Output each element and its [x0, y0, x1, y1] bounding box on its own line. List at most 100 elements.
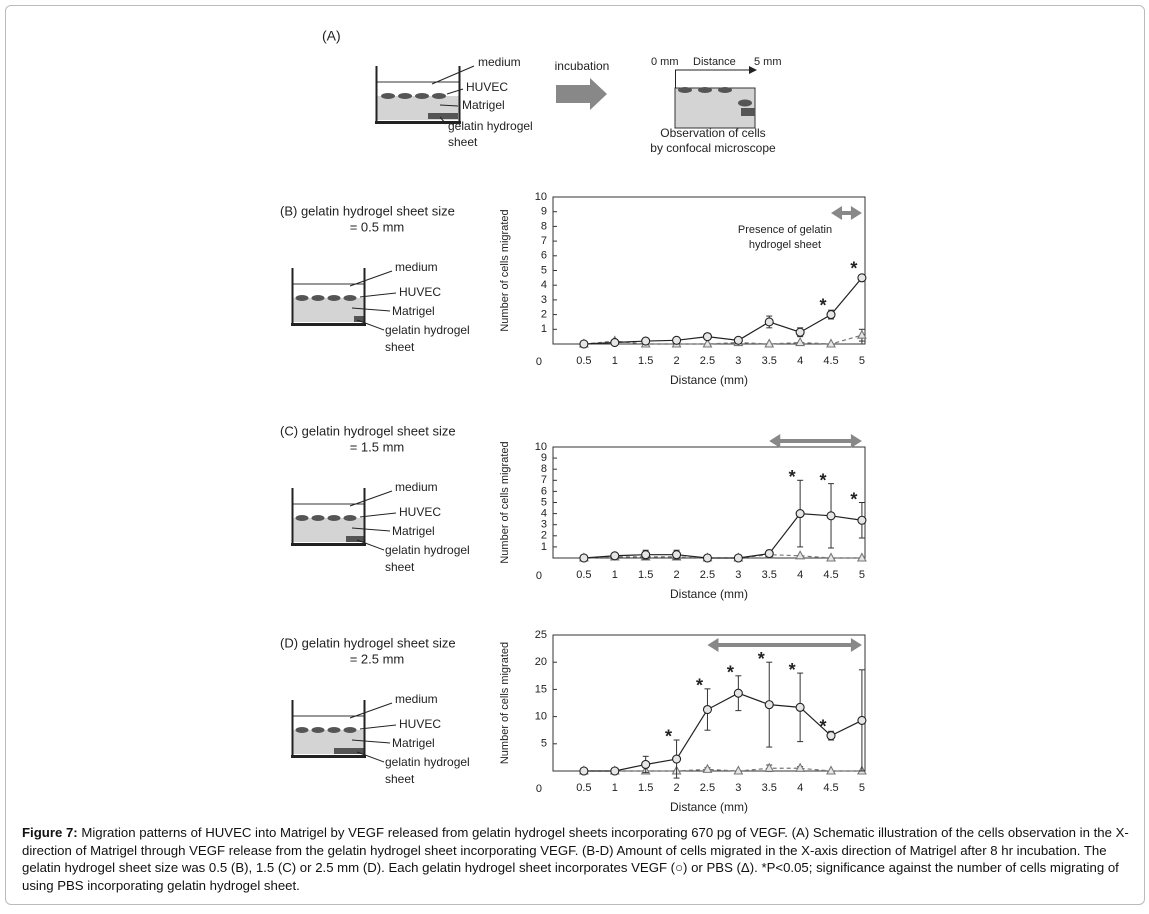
y-tick-label: 7: [541, 235, 547, 247]
y-tick-label: 6: [541, 250, 547, 262]
x-tick-label: 1.5: [638, 355, 653, 367]
marker: [826, 338, 836, 348]
marker: [856, 329, 867, 339]
x-tick-label: 4.5: [823, 355, 838, 367]
x-tick-label: 5: [859, 782, 865, 794]
marker: [672, 335, 682, 345]
figure-frame: [5, 5, 1145, 905]
marker: [826, 511, 836, 521]
caption-text: Migration patterns of HUVEC into Matrige…: [22, 825, 1129, 893]
x-tick-label: 2: [674, 355, 680, 367]
marker: [702, 763, 713, 773]
marker: [610, 766, 620, 776]
y-tick-label: 3: [541, 294, 547, 306]
marker: [764, 317, 774, 327]
arrow-head: [850, 206, 862, 220]
arrow-head: [707, 638, 719, 652]
leader-line: [356, 751, 385, 763]
y-tick-label: 25: [535, 629, 547, 641]
marker: [795, 762, 806, 772]
marker: [826, 310, 836, 320]
leader-line: [359, 724, 397, 730]
sheet-range-arrow: [769, 434, 862, 448]
schematic-label: Matrigel: [392, 736, 435, 750]
panel-title: (D) gelatin hydrogel sheet size: [280, 635, 456, 650]
arrow-head: [831, 206, 843, 220]
scale-label: 5 mm: [754, 56, 782, 68]
observation-box: [674, 66, 757, 129]
significance-star: *: [789, 467, 796, 487]
schematic-label: medium: [395, 260, 438, 274]
huvec: [327, 295, 341, 301]
marker: [702, 553, 713, 563]
x-tick-label: 1: [612, 569, 618, 581]
x-tick-label: 5: [859, 569, 865, 581]
schematic-label: medium: [395, 480, 438, 494]
gelatin-sheet: [354, 316, 364, 322]
x-tick-label: 1: [612, 782, 618, 794]
y-tick-label: 6: [541, 485, 547, 497]
schematic-label: medium: [478, 55, 521, 69]
schematic-label: Matrigel: [392, 524, 435, 538]
significance-star: *: [820, 295, 827, 315]
x-tick-label: 4: [797, 355, 803, 367]
y-axis-label: Number of cells migrated: [499, 441, 511, 563]
marker: [579, 766, 589, 776]
marker: [733, 335, 743, 345]
x-tick-label: 1: [612, 355, 618, 367]
schematic-label: gelatin hydrogel: [385, 323, 470, 337]
series-line: [583, 277, 863, 345]
beaker: [375, 65, 475, 125]
annotation: Presence of gelatin: [738, 224, 832, 236]
series-line: [583, 767, 862, 772]
y-tick-label: 2: [541, 309, 547, 321]
annotation: hydrogel sheet: [749, 239, 821, 251]
arrow-head: [850, 434, 862, 448]
panel-title: = 2.5 mm: [350, 651, 405, 666]
sheet-range-arrow: [831, 206, 862, 220]
x-axis-label: Distance (mm): [670, 587, 748, 601]
x-tick-label: 1.5: [638, 782, 653, 794]
significance-star: *: [789, 660, 796, 680]
y-tick-label: 0: [536, 356, 542, 368]
x-tick-label: 3: [735, 569, 741, 581]
y-tick-label: 10: [535, 441, 547, 453]
beaker: [291, 268, 397, 331]
plot-frame: [552, 634, 866, 772]
significance-star: *: [727, 663, 734, 683]
y-tick-label: 1: [541, 323, 547, 335]
significance-star: *: [850, 489, 857, 509]
marker: [795, 509, 805, 519]
observation-label: Observation of cells: [660, 126, 765, 140]
y-tick-label: 8: [541, 463, 547, 475]
observation-label: by confocal microscope: [650, 141, 776, 155]
significance-star: *: [850, 259, 857, 279]
y-tick-label: 4: [541, 279, 547, 291]
marker: [826, 552, 836, 562]
marker: [641, 550, 651, 560]
leader-line: [356, 539, 385, 551]
y-tick-label: 7: [541, 474, 547, 486]
marker: [795, 550, 806, 560]
leader-line: [351, 527, 391, 532]
y-tick-label: 5: [541, 264, 547, 276]
y-tick-label: 0: [536, 783, 542, 795]
x-tick-label: 4.5: [823, 782, 838, 794]
arrow-head: [850, 638, 862, 652]
panel-title: = 0.5 mm: [350, 219, 405, 234]
schematic-label: HUVEC: [399, 505, 441, 519]
marker: [702, 704, 713, 715]
panel-title: (B) gelatin hydrogel sheet size: [280, 203, 455, 218]
schematic-label: sheet: [385, 772, 415, 786]
marker: [579, 339, 589, 349]
beaker: [291, 700, 397, 763]
marker: [764, 338, 775, 348]
schematic-label: sheet: [385, 340, 415, 354]
huvec: [295, 295, 309, 301]
leader-line: [349, 490, 393, 507]
significance-star: *: [820, 470, 827, 490]
huvec: [311, 727, 325, 733]
marker: [610, 337, 620, 348]
panel-label: (A): [322, 28, 341, 44]
